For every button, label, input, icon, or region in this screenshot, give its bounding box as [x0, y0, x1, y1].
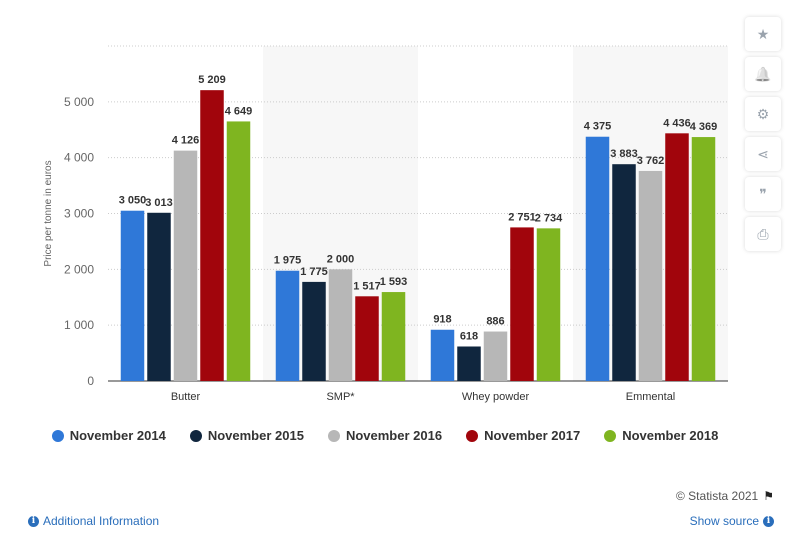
bar[interactable] — [302, 281, 326, 381]
legend-item-2017[interactable]: November 2017 — [466, 428, 580, 443]
y-tick-label: 5 000 — [64, 95, 94, 109]
data-label: 2 751 — [508, 211, 536, 223]
data-label: 4 375 — [584, 121, 612, 133]
bar[interactable] — [457, 346, 481, 381]
bar[interactable] — [612, 164, 636, 381]
data-label: 1 593 — [380, 276, 408, 288]
data-label: 4 649 — [225, 105, 253, 117]
legend-item-2014[interactable]: November 2014 — [51, 428, 166, 443]
data-label: 4 369 — [690, 121, 718, 133]
share-button[interactable]: ⋖ — [745, 137, 781, 171]
bar[interactable] — [638, 170, 663, 381]
legend-dot-2016 — [327, 429, 340, 442]
info-icon: i — [763, 515, 774, 527]
show-source-label: Show source — [689, 514, 759, 528]
star-icon: ★ — [756, 25, 770, 42]
legend-label-2018: November 2018 — [622, 428, 719, 443]
info-icon: i — [28, 515, 39, 527]
legend-label-2014: November 2014 — [69, 428, 166, 443]
y-tick-label: 0 — [87, 374, 94, 388]
x-tick-label: Whey powder — [462, 391, 530, 403]
data-label: 2 000 — [327, 253, 355, 265]
legend-item-2015[interactable]: November 2015 — [189, 428, 304, 443]
data-label: 2 734 — [535, 212, 563, 224]
bar[interactable] — [355, 296, 379, 381]
favorite-button[interactable]: ★ — [745, 17, 781, 51]
bar[interactable] — [120, 210, 145, 381]
data-label: 886 — [486, 316, 504, 328]
bar[interactable] — [483, 331, 508, 381]
data-label: 4 126 — [172, 135, 200, 147]
bar[interactable] — [173, 150, 198, 381]
print-icon: ⎙ — [757, 225, 769, 242]
quote-icon: ❞ — [759, 185, 767, 202]
settings-button[interactable]: ⚙ — [745, 97, 781, 131]
bar[interactable] — [275, 270, 300, 381]
data-label: 3 013 — [145, 197, 173, 209]
x-tick-label: Emmental — [626, 391, 676, 403]
legend-dot-2017 — [466, 429, 479, 442]
data-label: 3 050 — [119, 195, 147, 207]
print-button[interactable]: ⎙ — [745, 217, 781, 251]
flag-icon: ⚑ — [763, 489, 774, 503]
legend-item-2018[interactable]: November 2018 — [604, 428, 718, 443]
bar[interactable] — [691, 137, 716, 381]
data-label: 4 436 — [663, 117, 691, 129]
legend-dot-2015 — [189, 429, 202, 442]
data-label: 3 883 — [610, 148, 638, 160]
additional-information-link[interactable]: i Additional Information — [28, 514, 159, 528]
bar[interactable] — [226, 121, 251, 381]
bar[interactable] — [147, 212, 171, 381]
legend-dot-2018 — [604, 429, 617, 442]
y-tick-label: 1 000 — [64, 318, 94, 332]
bar[interactable] — [585, 136, 610, 381]
y-tick-label: 3 000 — [64, 207, 94, 221]
bar[interactable] — [328, 269, 353, 381]
show-source-link[interactable]: Show source i — [690, 514, 774, 528]
bar[interactable] — [381, 292, 406, 381]
cite-button[interactable]: ❞ — [745, 177, 781, 211]
legend-label-2015: November 2015 — [207, 428, 304, 443]
legend-item-2016[interactable]: November 2016 — [327, 428, 443, 443]
bar[interactable] — [665, 133, 689, 381]
gear-icon: ⚙ — [756, 105, 770, 122]
additional-information-label: Additional Information — [43, 514, 160, 528]
y-tick-label: 2 000 — [64, 262, 94, 276]
chart-legend: November 2014 November 2015 November 201… — [0, 428, 770, 443]
y-axis-title: Price per tonne in euros — [43, 160, 54, 266]
bar[interactable] — [430, 329, 455, 381]
chart-toolbar: ★ 🔔 ⚙ ⋖ ❞ ⎙ — [745, 17, 781, 257]
statista-credit[interactable]: © Statista 2021 ⚑ — [676, 489, 774, 503]
data-label: 3 762 — [637, 155, 665, 167]
notification-button[interactable]: 🔔 — [745, 57, 781, 91]
bar[interactable] — [200, 90, 224, 381]
data-label: 1 517 — [353, 280, 381, 292]
y-tick-label: 4 000 — [64, 151, 94, 165]
bar-chart: 0 1 000 2 000 3 000 4 000 5 000 Price per tonn… — [43, 45, 728, 403]
legend-label-2016: November 2016 — [345, 428, 443, 443]
bar[interactable] — [536, 228, 561, 381]
legend-label-2017: November 2017 — [484, 428, 581, 443]
data-label: 618 — [460, 330, 478, 342]
legend-dot-2014 — [51, 429, 64, 442]
credit-text: © Statista 2021 — [676, 489, 759, 503]
bar[interactable] — [510, 227, 534, 381]
bell-icon: 🔔 — [754, 65, 772, 82]
x-tick-label: Butter — [171, 391, 201, 403]
data-label: 5 209 — [198, 74, 226, 86]
data-label: 918 — [433, 314, 451, 326]
data-label: 1 975 — [274, 255, 302, 267]
data-label: 1 775 — [300, 266, 328, 278]
share-icon: ⋖ — [757, 145, 769, 162]
x-tick-label: SMP* — [326, 391, 355, 403]
